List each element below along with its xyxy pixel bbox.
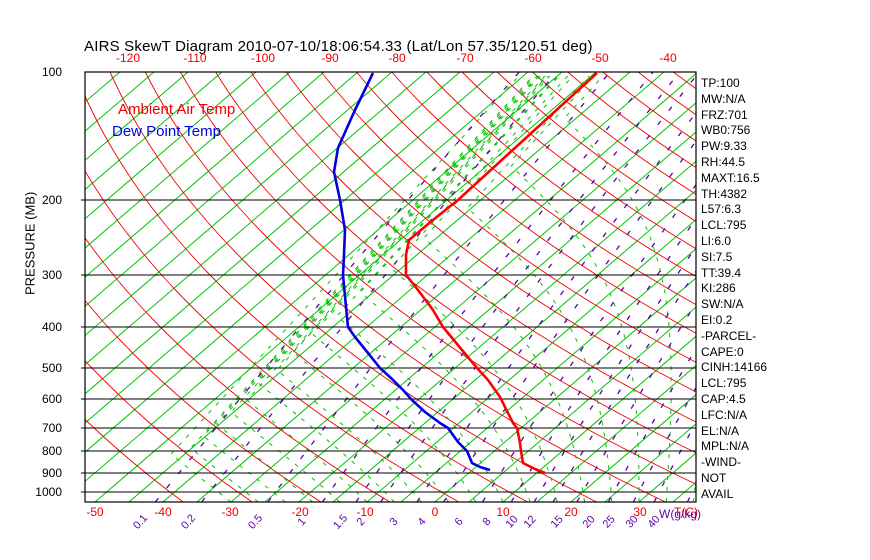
stats-line: TT:39.4 xyxy=(701,265,742,280)
top-temp-tick-label: -40 xyxy=(659,51,677,65)
pressure-tick-label: 300 xyxy=(41,268,62,282)
stats-line: LFC:N/A xyxy=(701,407,748,422)
chart-title: AIRS SkewT Diagram 2010-07-10/18:06:54.3… xyxy=(84,38,593,55)
stats-line: WB0:756 xyxy=(701,123,751,138)
stats-line: -PARCEL- xyxy=(701,328,757,343)
background-lines xyxy=(85,72,696,502)
stats-line: LI:6.0 xyxy=(701,234,732,248)
dry-adiabats-group xyxy=(85,72,696,502)
stats-line: SW:N/A xyxy=(701,297,744,312)
stats-line: RH:44.5 xyxy=(701,155,746,169)
ambient-air-temp-curve xyxy=(404,72,598,475)
stats-line: NOT xyxy=(701,471,727,485)
stats-line: MPL:N/A xyxy=(701,439,750,454)
bottom-temp-tick-label: 10 xyxy=(496,505,510,519)
bottom-temp-tick-label: 0 xyxy=(431,505,439,519)
bottom-temp-tick-label: -30 xyxy=(221,505,239,519)
stats-line: EI:0.2 xyxy=(701,313,733,327)
pressure-tick-label: 500 xyxy=(41,361,62,375)
legend-dew-point-temp: Dew Point Temp xyxy=(112,123,221,140)
bottom-temp-tick-label: 30 xyxy=(633,505,647,519)
stats-line: KI:286 xyxy=(701,281,736,296)
pressure-tick-label: 700 xyxy=(41,421,62,435)
bottom-temp-tick-label: -20 xyxy=(291,505,309,519)
stats-line: TH:4382 xyxy=(701,186,748,201)
stats-line: MAXT:16.5 xyxy=(701,170,760,185)
pressure-tick-label: 900 xyxy=(41,466,62,480)
stats-line: PW:9.33 xyxy=(701,139,747,154)
plot-frame xyxy=(84,71,697,503)
stats-line: LCL:795 xyxy=(701,376,747,391)
stats-line: SI:7.5 xyxy=(701,249,733,264)
isotherms-group xyxy=(85,72,696,502)
pressure-tick-label: 400 xyxy=(41,320,62,334)
stats-line: LCL:795 xyxy=(701,218,747,233)
pressure-tick-label: 800 xyxy=(41,444,62,458)
top-temp-tick-label: -120 xyxy=(115,51,141,65)
top-temp-tick-label: -80 xyxy=(388,51,406,65)
stats-line: CINH:14166 xyxy=(701,360,768,375)
pressure-tick-label: 600 xyxy=(41,392,62,406)
pressure-gridlines xyxy=(81,199,696,493)
stats-line: CAPE:0 xyxy=(701,344,744,359)
stats-line: L57:6.3 xyxy=(701,202,742,217)
temperature-unit-label: T(C) xyxy=(674,505,698,519)
stats-line: EL:N/A xyxy=(701,423,740,438)
stats-line: AVAIL xyxy=(701,486,734,501)
bottom-temp-tick-label: -50 xyxy=(86,505,104,519)
pressure-tick-label: 100 xyxy=(41,65,62,79)
mixing-ratio-lines-group xyxy=(154,72,696,502)
stats-line: MW:N/A xyxy=(701,91,746,106)
pressure-tick-label: 200 xyxy=(41,193,62,207)
stats-line: TP:100 xyxy=(701,76,740,90)
stats-line: FRZ:701 xyxy=(701,107,748,122)
stats-line: CAP:4.5 xyxy=(701,392,746,406)
legend-ambient-air-temp: Ambient Air Temp xyxy=(118,101,236,118)
top-temp-tick-label: -100 xyxy=(250,51,276,65)
pressure-tick-label: 1000 xyxy=(35,485,62,499)
mixing-ratio-unit-label: W(g/kg) xyxy=(659,507,701,521)
top-temp-tick-label: -110 xyxy=(183,51,207,65)
top-temp-tick-label: -60 xyxy=(524,51,542,65)
bottom-temp-tick-label: -10 xyxy=(356,505,374,519)
dew-point-temp-curve xyxy=(332,72,491,472)
stats-line: -WIND- xyxy=(701,455,741,470)
top-temp-tick-label: -50 xyxy=(591,51,609,65)
top-temp-tick-label: -70 xyxy=(456,51,474,65)
top-temp-tick-label: -90 xyxy=(321,51,339,65)
bottom-temp-tick-label: 20 xyxy=(564,505,578,519)
bottom-temp-tick-label: -40 xyxy=(154,505,172,519)
